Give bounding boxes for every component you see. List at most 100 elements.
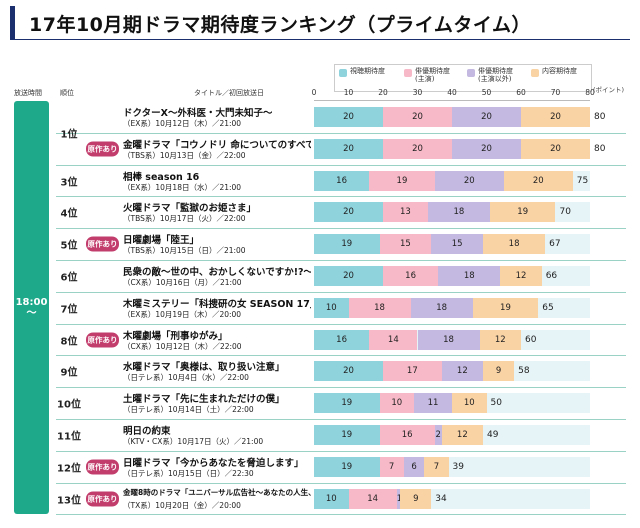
broadcast-info: （日テレ系）10月4日（水）／22:00 bbox=[123, 373, 249, 383]
bar-segment-content: 7 bbox=[424, 456, 449, 477]
total-score: 80 bbox=[594, 111, 606, 122]
row-separator bbox=[56, 387, 626, 389]
bar-segment-actor: 14 bbox=[348, 488, 397, 509]
rank-label: 5位 bbox=[60, 240, 78, 252]
x-tick-label: 50 bbox=[481, 88, 492, 97]
total-score: 80 bbox=[594, 143, 606, 154]
x-tick-label: 20 bbox=[378, 88, 388, 97]
bar-segment-support: 15 bbox=[431, 234, 484, 255]
row-separator bbox=[56, 260, 626, 261]
legend-swatch-view bbox=[339, 69, 347, 77]
drama-title: 日曜ドラマ「今からあなたを脅迫します」 bbox=[123, 457, 304, 469]
rank-label: 6位 bbox=[60, 272, 78, 284]
bar-segment-content: 20 bbox=[503, 170, 573, 191]
bar-segment-content: 18 bbox=[483, 234, 546, 255]
bar-segment-view: 16 bbox=[314, 170, 370, 191]
x-tick-label: 40 bbox=[447, 88, 457, 97]
row-separator bbox=[56, 228, 626, 230]
bar-segment-actor: 20 bbox=[383, 138, 452, 159]
bar-segment-actor: 16 bbox=[379, 424, 435, 445]
x-tick-label: 70 bbox=[550, 88, 561, 97]
total-score: 65 bbox=[542, 302, 554, 313]
bar-segment-actor: 20 bbox=[383, 106, 452, 127]
row-separator bbox=[56, 482, 626, 484]
broadcast-info: （日テレ系）10月15日（日）／22:30 bbox=[123, 468, 254, 478]
bar-segment-support: 20 bbox=[452, 138, 521, 159]
row-separator bbox=[56, 323, 626, 325]
bar-segment-view: 20 bbox=[314, 361, 383, 382]
broadcast-info: （EX系）10月12日（木）／21:00 bbox=[123, 118, 242, 128]
original-work-badge: 原作あり bbox=[86, 236, 119, 252]
broadcast-info: （CX系）10月16日（月）／21:00 bbox=[123, 277, 242, 287]
bar-segment-view: 10 bbox=[314, 488, 349, 509]
bar-segment-actor: 19 bbox=[369, 170, 435, 191]
legend-box bbox=[334, 64, 592, 92]
bar-segment-view: 19 bbox=[314, 393, 380, 414]
bar-segment-view: 20 bbox=[314, 265, 383, 286]
drama-title: 明日の約束 bbox=[123, 425, 171, 437]
bar-segment-content: 20 bbox=[521, 138, 590, 159]
bar-segment-content: 9 bbox=[483, 361, 515, 382]
header-title: タイトル／初回放送日 bbox=[194, 89, 264, 97]
unit-label: (ポイント) bbox=[593, 86, 625, 94]
rank-label: 7位 bbox=[60, 304, 78, 316]
bar-segment-actor: 15 bbox=[379, 234, 432, 255]
total-score: 66 bbox=[545, 270, 558, 281]
row-separator bbox=[56, 514, 626, 516]
legend-label-actor: 俳優期待度 (主演) bbox=[415, 67, 450, 83]
bar-segment-view: 16 bbox=[314, 329, 370, 350]
bar-segment-support: 2 bbox=[434, 424, 442, 445]
original-work-badge: 原作あり bbox=[86, 141, 119, 157]
bar-segment-support: 20 bbox=[452, 106, 521, 127]
bar-segment-support: 20 bbox=[434, 170, 504, 191]
bar-segment-view: 20 bbox=[314, 138, 383, 159]
bar-segment-view: 20 bbox=[314, 106, 383, 127]
original-work-badge: 原作あり bbox=[86, 491, 119, 506]
bar-segment-actor: 17 bbox=[383, 361, 442, 382]
bar-segment-view: 19 bbox=[314, 456, 380, 477]
row-separator bbox=[56, 164, 626, 166]
bar-segment-content: 20 bbox=[521, 106, 590, 127]
total-score: 50 bbox=[490, 398, 502, 409]
bar-segment-support: 6 bbox=[403, 456, 425, 477]
bar-segment-actor: 7 bbox=[379, 456, 404, 477]
drama-title: 金曜8時のドラマ「ユニバーサル広告社〜あなたの人生、売り込みます！〜」 bbox=[123, 487, 311, 497]
drama-title: 金曜ドラマ「コウノドリ 命についてのすべてのこと」 bbox=[123, 139, 311, 151]
bar-segment-content: 12 bbox=[500, 265, 542, 286]
row-separator bbox=[56, 132, 626, 134]
row-separator bbox=[56, 419, 626, 420]
x-axis-line bbox=[314, 100, 590, 101]
x-tick-label: 80 bbox=[585, 88, 595, 97]
legend-swatch-actor bbox=[404, 69, 412, 77]
broadcast-info: （KTV・CX系）10月17日（火）／21:00 bbox=[123, 436, 264, 446]
drama-title: 土曜ドラマ「先に生まれただけの僕」 bbox=[123, 394, 285, 406]
total-score: 34 bbox=[435, 493, 447, 504]
rank-label: 9位 bbox=[60, 367, 78, 379]
bar-segment-support: 18 bbox=[427, 202, 490, 223]
rank-label: 12位 bbox=[57, 463, 81, 475]
row-separator bbox=[56, 196, 626, 198]
bar-segment-view: 19 bbox=[314, 234, 380, 255]
rank-label: 13位 bbox=[57, 495, 81, 506]
legend-swatch-content bbox=[531, 69, 539, 77]
x-tick-label: 60 bbox=[516, 88, 526, 97]
row-separator bbox=[56, 450, 626, 452]
bar-segment-view: 19 bbox=[314, 424, 380, 445]
header-time: 放送時間 bbox=[14, 89, 42, 97]
bar-segment-content: 10 bbox=[452, 393, 487, 414]
bar-segment-support: 18 bbox=[438, 265, 501, 286]
drama-title: ドクターX〜外科医・大門未知子〜 bbox=[123, 107, 273, 119]
row-separator bbox=[56, 355, 626, 357]
original-work-badge: 原作あり bbox=[86, 459, 119, 475]
bar-segment-view: 20 bbox=[314, 202, 383, 223]
bar-segment-support: 18 bbox=[417, 329, 480, 350]
bar-segment-actor: 16 bbox=[383, 265, 439, 286]
broadcast-info: （日テレ系）10月14日（土）／22:00 bbox=[123, 405, 254, 415]
bar-segment-actor: 18 bbox=[348, 297, 411, 318]
bar-segment-view: 10 bbox=[314, 297, 349, 318]
rank-label: 4位 bbox=[60, 208, 78, 220]
total-score: 60 bbox=[525, 334, 537, 345]
time-label: 18:00 〜 bbox=[15, 297, 48, 319]
total-score: 39 bbox=[452, 461, 464, 472]
broadcast-info: （TBS系）10月15日（日）／21:00 bbox=[123, 246, 246, 256]
